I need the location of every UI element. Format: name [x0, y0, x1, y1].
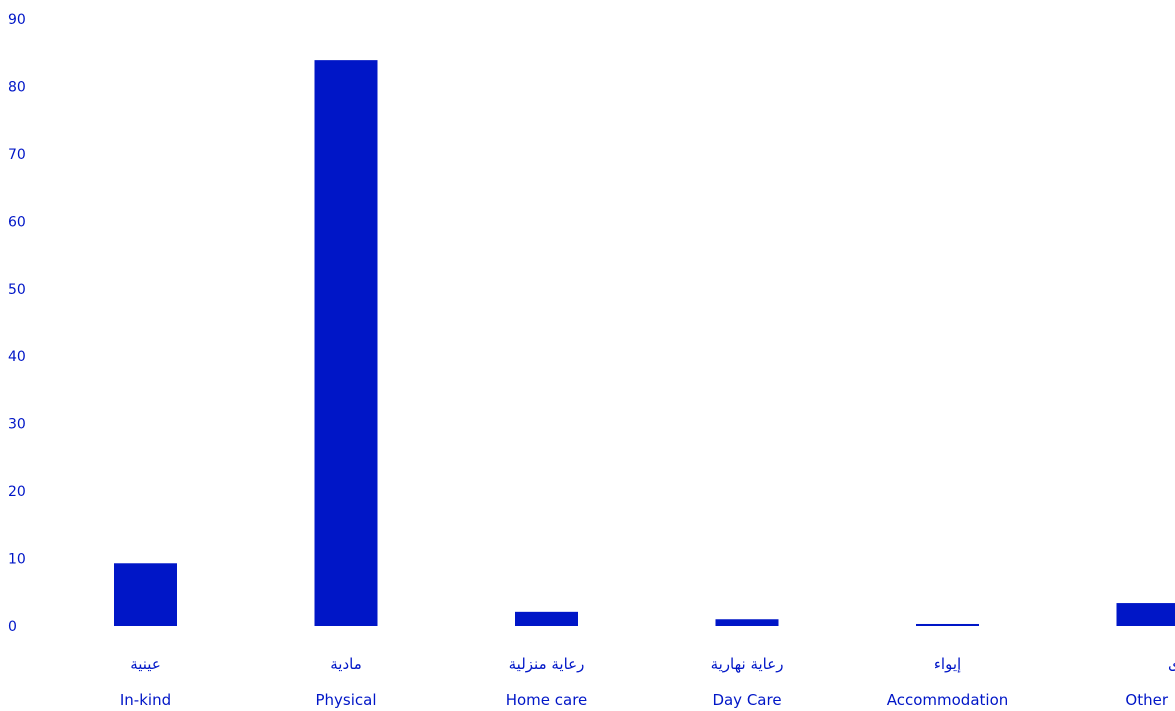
y-tick-label: 70 — [8, 147, 26, 163]
x-category-label-ar: رعاية نهارية — [711, 655, 784, 673]
x-category-label-en: Home care — [506, 691, 588, 709]
y-tick-label: 40 — [8, 349, 26, 365]
x-category-label-ar: رعاية منزلية — [509, 655, 585, 673]
y-tick-label: 60 — [8, 214, 26, 230]
x-category-label-ar: أخرى — [1168, 654, 1175, 673]
bar — [314, 60, 378, 626]
x-axis-labels: عينية In-kind مادية Physical رعاية منزلية Hom… — [120, 654, 1175, 709]
x-category-label-en: Accommodation — [887, 691, 1009, 709]
x-category-label-ar: عينية — [130, 655, 161, 673]
y-tick-label: 90 — [8, 12, 26, 28]
bar — [715, 619, 779, 626]
x-category-label-en: In-kind — [120, 691, 171, 709]
y-axis-ticks: 0 10 20 30 40 50 60 70 80 90 — [8, 12, 26, 635]
bars — [114, 60, 1175, 626]
y-tick-label: 0 — [8, 619, 17, 635]
x-category-label-en: Physical — [315, 691, 376, 709]
bar — [916, 623, 979, 626]
y-tick-label: 30 — [8, 417, 26, 433]
y-tick-label: 10 — [8, 552, 26, 568]
y-tick-label: 80 — [8, 79, 26, 95]
bar — [515, 611, 578, 626]
bar — [1116, 603, 1175, 626]
x-category-label-en: Day Care — [712, 691, 781, 709]
x-category-label-ar: إيواء — [934, 655, 961, 673]
x-category-label-ar: مادية — [330, 655, 362, 673]
x-category-label-en: Other — [1125, 691, 1168, 709]
bar — [114, 563, 177, 626]
y-tick-label: 50 — [8, 282, 26, 298]
y-tick-label: 20 — [8, 484, 26, 500]
